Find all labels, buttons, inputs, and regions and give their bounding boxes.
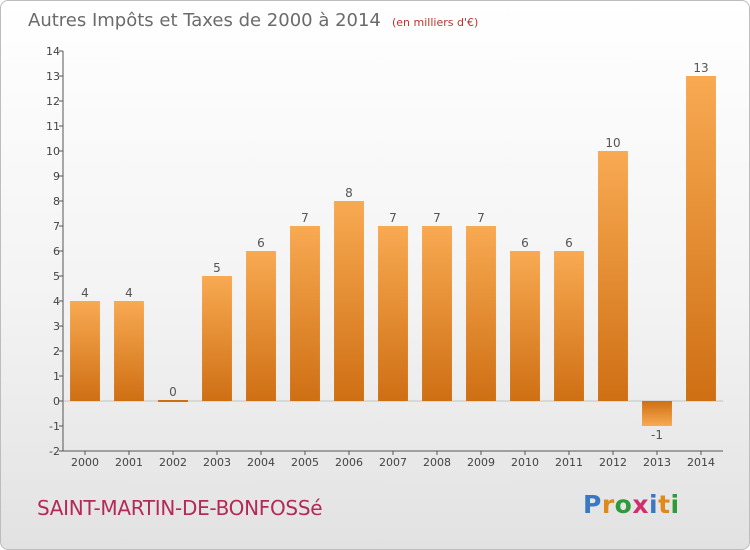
bar (290, 226, 320, 401)
bar (686, 76, 716, 401)
x-tick-label: 2000 (71, 456, 99, 469)
bar (466, 226, 496, 401)
bar (334, 201, 364, 401)
bar (642, 401, 672, 426)
logo-letter: i (649, 490, 659, 519)
bar (598, 151, 628, 401)
x-tick-label: 2005 (291, 456, 319, 469)
data-label: 5 (213, 261, 221, 275)
x-tick-label: 2014 (687, 456, 715, 469)
x-tick-label: 2003 (203, 456, 231, 469)
x-tick-label: 2011 (555, 456, 583, 469)
y-tick-label: 0 (53, 395, 60, 408)
data-label: -1 (651, 428, 663, 442)
x-tick-label: 2012 (599, 456, 627, 469)
data-label: 7 (301, 211, 309, 225)
y-tick-label: 5 (53, 270, 60, 283)
data-label: 7 (477, 211, 485, 225)
y-tick-label: 1 (53, 370, 60, 383)
data-label: 6 (257, 236, 265, 250)
y-tick-label: 3 (53, 320, 60, 333)
bar (422, 226, 452, 401)
data-label: 4 (125, 286, 133, 300)
bar (114, 301, 144, 401)
x-tick-label: 2008 (423, 456, 451, 469)
y-tick-label: 9 (53, 170, 60, 183)
logo-letter: t (658, 490, 671, 519)
data-label: 6 (521, 236, 529, 250)
chart-subtitle: (en milliers d'€) (391, 16, 479, 29)
y-tick-label: -2 (49, 445, 60, 458)
x-tick-label: 2004 (247, 456, 275, 469)
town-name: SAINT-MARTIN-DE-BONFOSSé (37, 496, 323, 520)
bar (246, 251, 276, 401)
data-label: 4 (81, 286, 89, 300)
y-tick-label: 10 (46, 145, 60, 158)
x-tick-label: 2010 (511, 456, 539, 469)
bar (378, 226, 408, 401)
y-tick-label: 13 (46, 70, 60, 83)
y-tick-label: 4 (53, 295, 60, 308)
proxiti-logo: Proxiti (583, 490, 680, 519)
y-tick-label: 7 (53, 220, 60, 233)
y-tick-label: 12 (46, 95, 60, 108)
logo-letter: i (670, 490, 680, 519)
data-label: 6 (565, 236, 573, 250)
x-tick-label: 2013 (643, 456, 671, 469)
y-tick-label: 6 (53, 245, 60, 258)
x-tick-label: 2009 (467, 456, 495, 469)
title-row: Autres Impôts et Taxes de 2000 à 2014 (e… (28, 10, 478, 31)
bar (158, 400, 188, 402)
data-label: 0 (169, 385, 177, 399)
x-tick-label: 2001 (115, 456, 143, 469)
y-tick-label: 2 (53, 345, 60, 358)
logo-letter: r (601, 490, 615, 519)
x-tick-label: 2006 (335, 456, 363, 469)
logo-letter: x (632, 490, 649, 519)
logo-letter: P (583, 490, 602, 519)
y-tick-label: 14 (46, 45, 60, 58)
y-tick-label: 8 (53, 195, 60, 208)
bar (510, 251, 540, 401)
logo-letter: o (614, 490, 633, 519)
data-label: 7 (433, 211, 441, 225)
data-label: 7 (389, 211, 397, 225)
data-label: 10 (605, 136, 620, 150)
data-label: 13 (693, 61, 708, 75)
bar (554, 251, 584, 401)
y-tick-label: -1 (49, 420, 60, 433)
bar (70, 301, 100, 401)
x-tick-label: 2002 (159, 456, 187, 469)
y-tick-label: 11 (46, 120, 60, 133)
bar (202, 276, 232, 401)
x-tick-label: 2007 (379, 456, 407, 469)
data-label: 8 (345, 186, 353, 200)
chart-title: Autres Impôts et Taxes de 2000 à 2014 (28, 10, 381, 31)
